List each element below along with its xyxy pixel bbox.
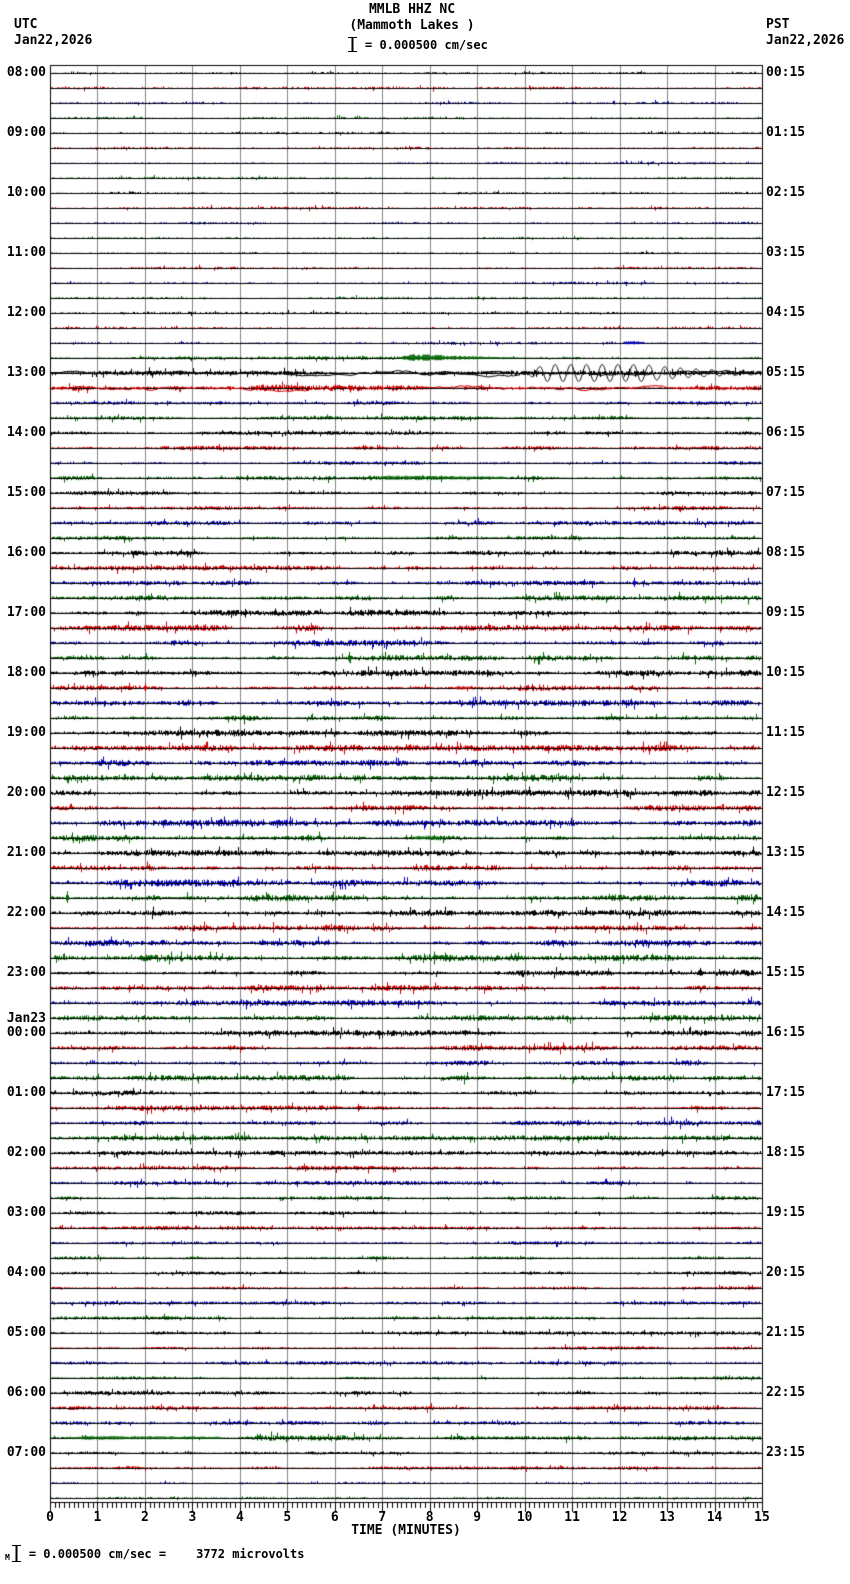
- x-axis-tick-label: 15: [754, 1510, 770, 1525]
- utc-hour-label: 21:00: [6, 845, 46, 860]
- x-axis-tick-label: 12: [611, 1510, 628, 1525]
- pst-hour-label: 22:15: [766, 1385, 806, 1400]
- pst-hour-label: 09:15: [766, 605, 806, 620]
- utc-hour-label: 14:00: [6, 425, 46, 440]
- x-axis-tick-label: 6: [330, 1510, 339, 1525]
- pst-date-label: Jan22,2026: [766, 33, 845, 48]
- footer-scale-bar-icon: [11, 1545, 21, 1562]
- utc-hour-label: 19:00: [6, 725, 46, 740]
- x-axis-tick-label: 7: [378, 1510, 387, 1525]
- amplitude-scale: = 0.000500 cm/sec: [348, 37, 488, 52]
- x-axis-tick-label: 9: [473, 1510, 482, 1525]
- x-axis-tick-label: 2: [141, 1510, 149, 1525]
- utc-hour-label: 05:00: [6, 1325, 46, 1340]
- utc-hour-label: 17:00: [6, 605, 46, 620]
- utc-hour-label: Jan23 00:00: [6, 1011, 46, 1040]
- utc-hour-label: 11:00: [6, 245, 46, 260]
- station-title: MMLB HHZ NC: [368, 2, 456, 17]
- utc-hour-label: 12:00: [6, 305, 46, 320]
- pst-hour-label: 21:15: [766, 1325, 806, 1340]
- pst-hour-label: 05:15: [766, 365, 806, 380]
- pst-hour-label: 23:15: [766, 1445, 806, 1460]
- utc-hour-label: 15:00: [6, 485, 46, 500]
- x-axis-tick-label: 1: [93, 1510, 102, 1525]
- x-axis-tick-label: 0: [46, 1510, 54, 1525]
- x-axis-title: TIME (MINUTES): [351, 1523, 461, 1538]
- station-location: (Mammoth Lakes ): [349, 18, 475, 33]
- pst-timezone-label: PST: [766, 17, 790, 32]
- utc-hour-label: 16:00: [6, 545, 46, 560]
- pst-hour-label: 04:15: [766, 305, 806, 320]
- x-axis-tick-label: 13: [659, 1510, 675, 1525]
- pst-hour-label: 03:15: [766, 245, 806, 260]
- utc-hour-label: 13:00: [6, 365, 46, 380]
- footer-scale: M = 0.000500 cm/sec = 3772 microvolts: [5, 1545, 304, 1562]
- utc-hour-label: 02:00: [6, 1145, 46, 1160]
- utc-hour-label: 04:00: [6, 1265, 46, 1280]
- utc-hour-label: 03:00: [6, 1205, 46, 1220]
- utc-hour-label: 06:00: [6, 1385, 46, 1400]
- utc-hour-label: 23:00: [6, 965, 46, 980]
- footer-microvolts: 3772 microvolts: [196, 1546, 305, 1561]
- pst-hour-label: 17:15: [766, 1085, 806, 1100]
- utc-hour-label: 22:00: [6, 905, 46, 920]
- utc-date-label: Jan22,2026: [14, 33, 93, 48]
- pst-hour-label: 08:15: [766, 545, 806, 560]
- pst-hour-label: 13:15: [766, 845, 806, 860]
- scale-bar-icon: [348, 37, 357, 52]
- pst-hour-label: 00:15: [766, 65, 806, 80]
- x-axis-tick-label: 10: [516, 1510, 533, 1525]
- pst-hour-label: 19:15: [766, 1205, 806, 1220]
- footer-scale-text: = 0.000500 cm/sec =: [28, 1546, 167, 1561]
- pst-hour-label: 11:15: [766, 725, 806, 740]
- x-axis-tick-label: 5: [283, 1510, 292, 1525]
- pst-hour-label: 01:15: [766, 125, 806, 140]
- pst-hour-label: 07:15: [766, 485, 806, 500]
- pst-hour-label: 18:15: [766, 1145, 806, 1160]
- scale-text: = 0.000500 cm/sec: [365, 37, 488, 52]
- x-axis-tick-label: 4: [235, 1510, 244, 1525]
- pst-hour-label: 14:15: [766, 905, 806, 920]
- pst-hour-label: 10:15: [766, 665, 806, 680]
- footer-prefix: M: [5, 1553, 10, 1562]
- pst-hour-label: 12:15: [766, 785, 806, 800]
- utc-hour-label: 01:00: [6, 1085, 46, 1100]
- x-axis-tick-label: 8: [425, 1510, 434, 1525]
- pst-hour-label: 06:15: [766, 425, 806, 440]
- utc-hour-label: 08:00: [6, 65, 46, 80]
- utc-hour-label: 07:00: [6, 1445, 46, 1460]
- utc-hour-label: 09:00: [6, 125, 46, 140]
- utc-hour-label: 10:00: [6, 185, 46, 200]
- utc-hour-label: 18:00: [6, 665, 46, 680]
- x-axis-tick-label: 14: [706, 1510, 723, 1525]
- x-axis-tick-label: 11: [564, 1510, 580, 1525]
- pst-hour-label: 15:15: [766, 965, 806, 980]
- pst-hour-label: 20:15: [766, 1265, 806, 1280]
- utc-timezone-label: UTC: [14, 17, 38, 32]
- utc-hour-label: 20:00: [6, 785, 46, 800]
- x-axis-tick-label: 3: [188, 1510, 197, 1525]
- pst-hour-label: 16:15: [766, 1025, 806, 1040]
- pst-hour-label: 02:15: [766, 185, 806, 200]
